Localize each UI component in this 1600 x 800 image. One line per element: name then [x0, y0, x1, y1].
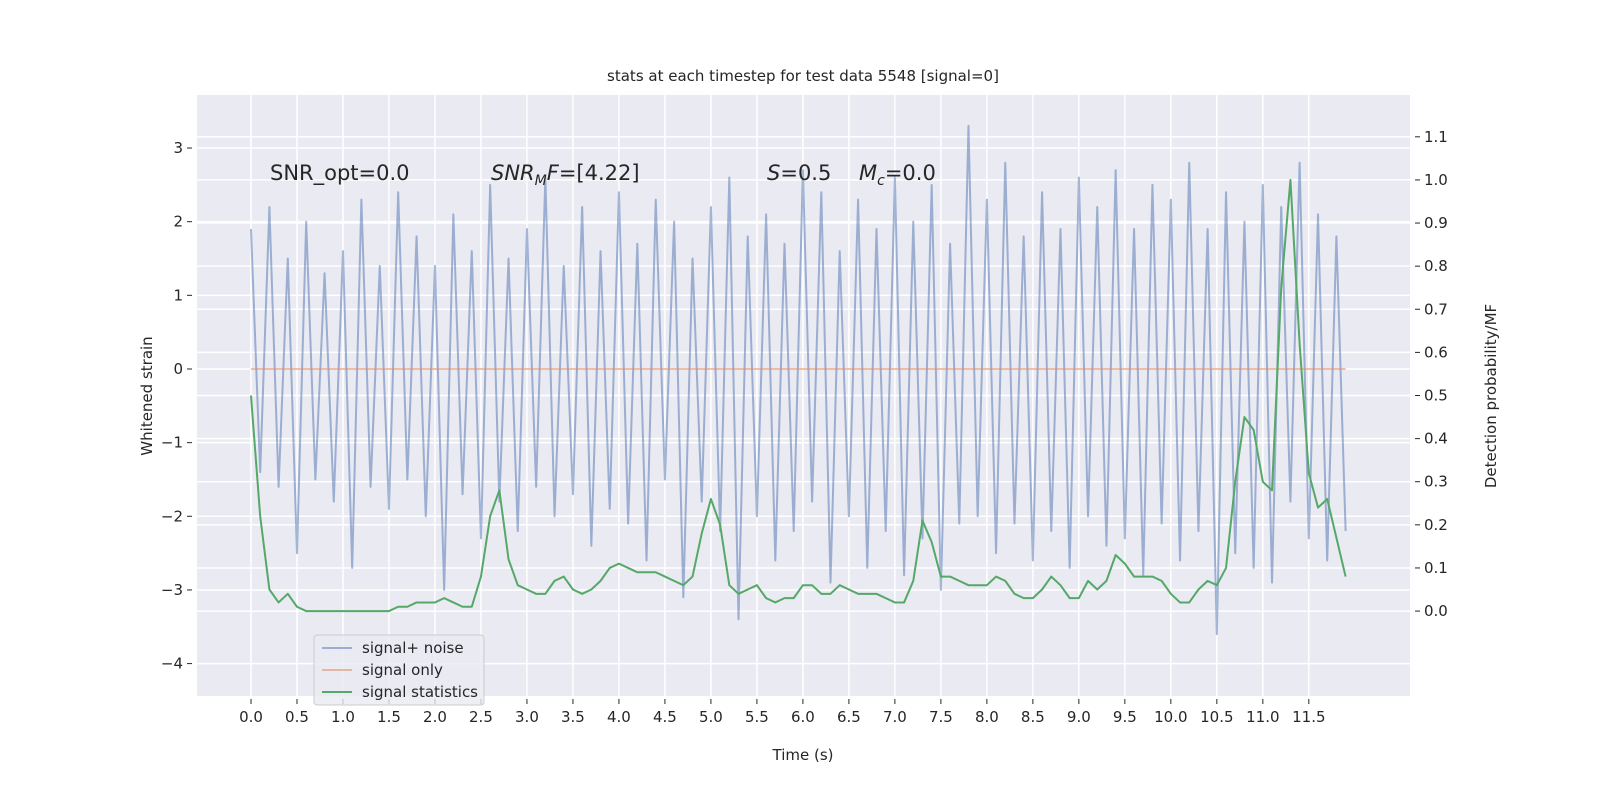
annotation-part: =0.0 — [885, 161, 936, 185]
y2-tick-label: 0.2 — [1424, 516, 1448, 534]
x-tick-label: 5.5 — [745, 708, 769, 726]
annotation-part: M — [859, 161, 877, 185]
annotation-part: SNR — [491, 161, 535, 185]
x-tick-label: 7.5 — [929, 708, 953, 726]
x-tick-label: 5.0 — [699, 708, 723, 726]
x-tick-label: 3.0 — [515, 708, 539, 726]
x-tick-label: 9.5 — [1113, 708, 1137, 726]
x-tick-label: 0.5 — [285, 708, 309, 726]
series-line — [249, 124, 1347, 636]
y-tick-label: −3 — [161, 581, 183, 599]
x-tick-label: 2.0 — [423, 708, 447, 726]
y-tick-label: 1 — [173, 286, 183, 304]
series-line — [249, 178, 1347, 613]
y2-tick-label: 0.5 — [1424, 387, 1448, 405]
annotation: SNR_opt=0.0 — [270, 161, 410, 186]
x-tick-label: 11.0 — [1246, 708, 1279, 726]
annotation-part: S — [767, 161, 780, 185]
x-tick-label: 3.5 — [561, 708, 585, 726]
y-axis-label: Whitened strain — [138, 336, 156, 455]
annotation-part: SNR_opt=0.0 — [270, 161, 410, 186]
x-tick-label: 8.5 — [1021, 708, 1045, 726]
x-tick-label: 10.5 — [1200, 708, 1233, 726]
y-tick-label: −2 — [161, 507, 183, 525]
x-tick-label: 10.0 — [1154, 708, 1187, 726]
y2-tick-label: 0.6 — [1424, 343, 1448, 361]
y2-tick-label: 0.8 — [1424, 257, 1448, 275]
annotation-part: M — [535, 173, 547, 189]
x-tick-label: 9.0 — [1067, 708, 1091, 726]
y2-tick-label: 1.0 — [1424, 171, 1448, 189]
x-tick-label: 1.0 — [331, 708, 355, 726]
chart-title: stats at each timestep for test data 554… — [607, 67, 999, 85]
y2-tick-label: 0.4 — [1424, 430, 1448, 448]
y-tick-label: −1 — [161, 434, 183, 452]
legend-label: signal only — [362, 661, 443, 679]
annotation: Mc=0.0 — [859, 161, 936, 189]
x-tick-label: 4.0 — [607, 708, 631, 726]
y-tick-label: 2 — [173, 213, 183, 231]
legend-label: signal+ noise — [362, 639, 464, 657]
annotation: S=0.5 — [767, 161, 831, 185]
x-tick-label: 11.5 — [1292, 708, 1325, 726]
x-tick-label: 8.0 — [975, 708, 999, 726]
x-tick-label: 0.0 — [239, 708, 263, 726]
annotation-part: F — [547, 161, 560, 185]
y2-tick-label: 0.7 — [1424, 300, 1448, 318]
y-tick-label: 0 — [173, 360, 183, 378]
legend-box — [313, 634, 485, 706]
y2-tick-label: 0.1 — [1424, 559, 1448, 577]
x-tick-label: 2.5 — [469, 708, 493, 726]
y-tick-label: 3 — [173, 139, 183, 157]
x-tick-label: 1.5 — [377, 708, 401, 726]
x-tick-label: 6.5 — [837, 708, 861, 726]
y2-tick-label: 0.9 — [1424, 214, 1448, 232]
annotation: SNRMF=[4.22] — [491, 161, 640, 189]
annotation-part: =[4.22] — [559, 161, 640, 185]
annotation-part: =0.5 — [780, 161, 831, 185]
y2-tick-label: 0.3 — [1424, 473, 1448, 491]
y2-tick-label: 0.0 — [1424, 602, 1448, 620]
y2-axis-label: Detection probability/MF — [1482, 304, 1500, 488]
legend-label: signal statistics — [362, 683, 478, 701]
x-axis-label: Time (s) — [772, 746, 834, 764]
y2-tick-label: 1.1 — [1424, 128, 1448, 146]
x-tick-label: 6.0 — [791, 708, 815, 726]
annotation-part: c — [877, 173, 885, 189]
x-tick-label: 4.5 — [653, 708, 677, 726]
y-tick-label: −4 — [161, 655, 183, 673]
x-tick-label: 7.0 — [883, 708, 907, 726]
